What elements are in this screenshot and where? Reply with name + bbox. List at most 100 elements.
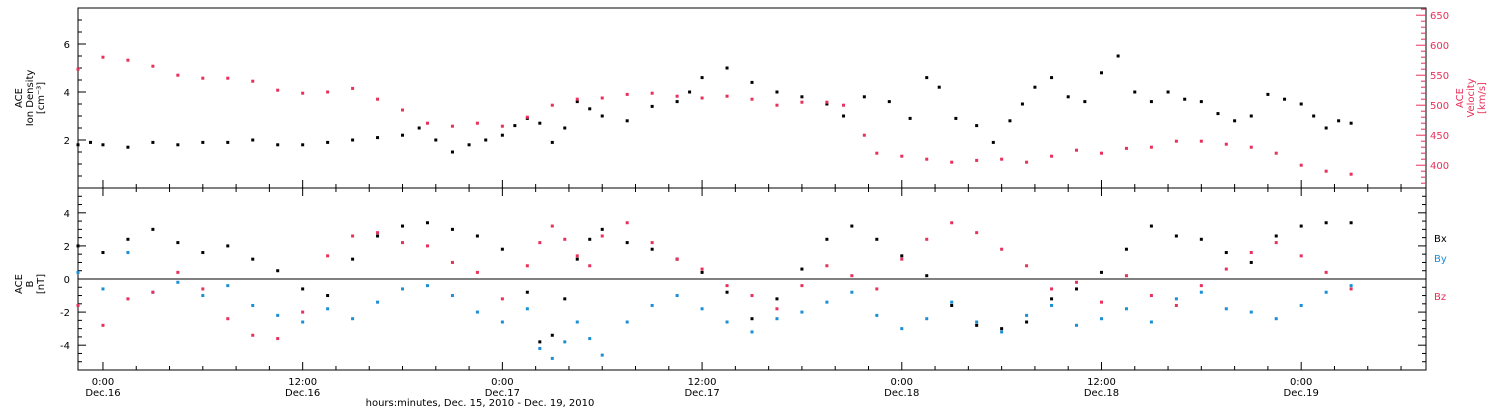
data-point <box>625 221 629 225</box>
x-tick-time-label: 0:00 <box>891 377 913 388</box>
data-point <box>1116 54 1120 58</box>
data-point <box>1299 102 1303 106</box>
data-point <box>588 237 592 241</box>
data-point <box>1199 100 1203 104</box>
data-point <box>101 55 105 59</box>
data-point <box>625 92 629 96</box>
data-point <box>226 244 230 248</box>
data-point <box>600 234 604 238</box>
data-point <box>1149 320 1153 324</box>
x-tick-time-label: 0:00 <box>491 377 513 388</box>
data-point <box>775 297 779 301</box>
ylabel-b-line-3: [nT] <box>36 274 47 294</box>
data-point <box>1299 224 1303 228</box>
data-point <box>850 224 854 228</box>
data-point <box>276 313 280 317</box>
data-point <box>925 274 929 278</box>
data-point <box>675 100 679 104</box>
data-point <box>226 284 230 288</box>
data-point <box>750 80 754 84</box>
x-tick-day-label: Dec.19 <box>1284 388 1319 399</box>
data-point <box>201 294 205 298</box>
data-point <box>176 280 180 284</box>
x-tick-time-label: 12:00 <box>288 377 317 388</box>
data-point <box>525 115 529 119</box>
data-point <box>376 234 380 238</box>
data-point <box>326 294 330 298</box>
data-point <box>525 307 529 311</box>
data-point <box>875 237 879 241</box>
data-point <box>101 251 105 255</box>
data-point <box>842 114 846 118</box>
data-point <box>450 260 454 264</box>
data-point <box>991 140 995 144</box>
legend-by: By <box>1434 254 1447 265</box>
data-point <box>450 294 454 298</box>
data-point <box>1174 139 1178 143</box>
y-left-tick-label: 2 <box>64 136 70 147</box>
data-point <box>1349 287 1353 291</box>
data-point <box>251 303 255 307</box>
data-point <box>301 310 305 314</box>
data-point <box>226 76 230 80</box>
data-point <box>1199 290 1203 294</box>
data-point <box>376 231 380 235</box>
data-point <box>500 297 504 301</box>
data-point <box>775 307 779 311</box>
data-point <box>538 121 542 125</box>
data-point <box>675 294 679 298</box>
data-point <box>575 100 579 104</box>
data-point <box>1099 300 1103 304</box>
data-point <box>1124 274 1128 278</box>
data-point <box>376 300 380 304</box>
data-point <box>201 76 205 80</box>
bottom-ylabel: ACE B [nT] <box>14 274 47 294</box>
data-point <box>251 333 255 337</box>
data-point <box>550 333 554 337</box>
data-point <box>76 303 80 307</box>
data-point <box>425 221 429 225</box>
top-right-ylabel: ACE Velocity [km/s] <box>1455 78 1488 117</box>
data-point <box>842 103 846 107</box>
data-point <box>1083 100 1087 104</box>
data-point <box>750 294 754 298</box>
data-point <box>550 103 554 107</box>
data-point <box>900 257 904 261</box>
data-point <box>1133 90 1137 94</box>
data-point <box>625 119 629 123</box>
data-point <box>575 254 579 258</box>
data-point <box>1224 307 1228 311</box>
data-point <box>1066 95 1070 99</box>
data-point <box>650 247 654 251</box>
data-point <box>126 58 130 62</box>
data-point <box>1249 260 1253 264</box>
data-point <box>126 251 130 255</box>
data-point <box>1183 97 1187 101</box>
data-point <box>563 237 567 241</box>
data-point <box>900 327 904 331</box>
data-point <box>550 140 554 144</box>
data-point <box>688 90 692 94</box>
data-point <box>1199 139 1203 143</box>
data-point <box>1025 264 1029 268</box>
y-b-tick-label: -2 <box>60 308 70 319</box>
data-point <box>1099 151 1103 155</box>
data-point <box>975 124 979 128</box>
data-point <box>76 143 80 147</box>
data-point <box>1025 320 1029 324</box>
data-point <box>351 86 355 90</box>
data-point <box>467 143 471 147</box>
data-point <box>825 100 829 104</box>
data-point <box>1249 114 1253 118</box>
y-right-tick-label: 500 <box>1430 101 1449 112</box>
data-point <box>401 133 405 137</box>
data-point <box>825 237 829 241</box>
top-left-ylabel: ACE Ion Density [cm⁻³] <box>14 70 47 127</box>
y-left-tick-label: 4 <box>64 88 70 99</box>
y-b-tick-label: 4 <box>64 209 70 220</box>
data-point <box>226 140 230 144</box>
data-point <box>975 320 979 324</box>
data-point <box>301 91 305 95</box>
ylabel-left-line-3: [cm⁻³] <box>36 82 47 114</box>
data-point <box>575 320 579 324</box>
